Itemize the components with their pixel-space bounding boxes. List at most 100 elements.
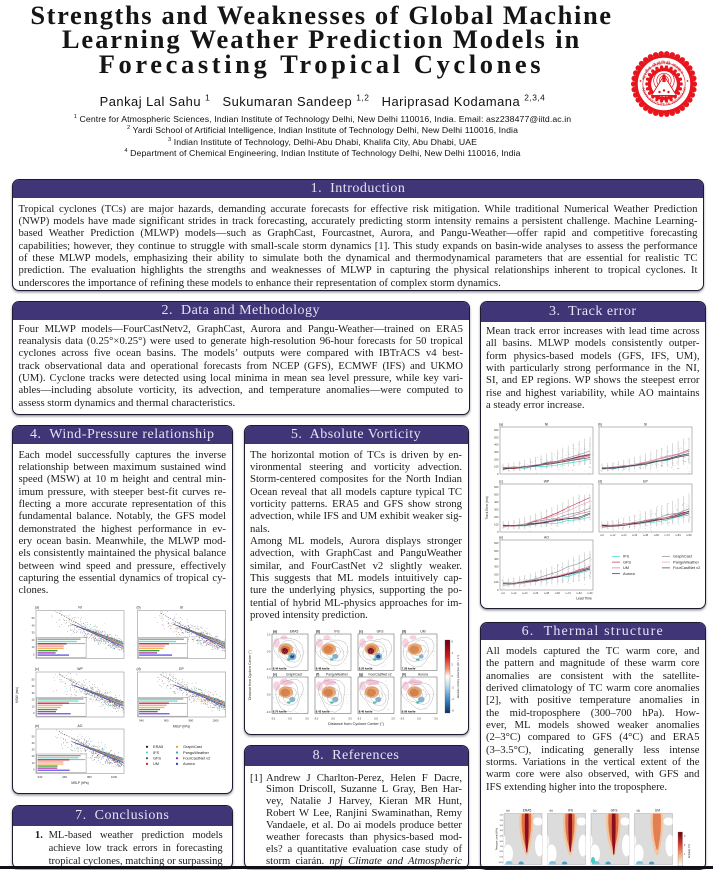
svg-text:(e): (e) — [35, 724, 39, 728]
svg-text:-3.0: -3.0 — [266, 667, 271, 671]
svg-text:t+24: t+24 — [522, 591, 528, 595]
svg-text:UM: UM — [420, 630, 425, 634]
svg-text:40: 40 — [32, 684, 35, 688]
svg-text:0: 0 — [497, 472, 499, 476]
svg-text:1: 1 — [684, 853, 686, 856]
svg-text:(a): (a) — [506, 809, 510, 813]
svg-text:ERA5: ERA5 — [523, 809, 532, 813]
svg-text:0: 0 — [33, 768, 35, 772]
svg-text:400: 400 — [494, 500, 499, 504]
svg-text:Anomaly (°C): Anomaly (°C) — [688, 844, 691, 858]
svg-text:(d): (d) — [598, 480, 602, 484]
svg-text:0: 0 — [33, 653, 35, 657]
svg-text:AO: AO — [544, 536, 549, 540]
svg-text:MSW (m/s): MSW (m/s) — [15, 687, 19, 703]
svg-text:(b): (b) — [550, 809, 554, 813]
svg-text:t+0: t+0 — [600, 533, 604, 537]
svg-text:400: 400 — [494, 443, 499, 447]
svg-text:0.0: 0.0 — [417, 717, 421, 721]
svg-text:300: 300 — [494, 450, 499, 454]
svg-text:40: 40 — [32, 741, 35, 745]
svg-text:IFS: IFS — [153, 750, 159, 755]
svg-text:8.43 km/hr: 8.43 km/hr — [316, 710, 331, 714]
svg-text:500: 500 — [500, 836, 504, 838]
svg-text:925: 925 — [500, 857, 504, 859]
svg-text:8.40 km/hr: 8.40 km/hr — [359, 710, 374, 714]
svg-text:t+0: t+0 — [501, 591, 505, 595]
svg-text:NI: NI — [78, 606, 81, 610]
svg-text:t+12: t+12 — [511, 591, 517, 595]
svg-text:GFS: GFS — [377, 630, 385, 634]
svg-text:10: 10 — [32, 645, 35, 649]
svg-text:0.0: 0.0 — [267, 650, 271, 654]
svg-text:t+36: t+36 — [632, 533, 638, 537]
svg-text:20: 20 — [32, 698, 35, 702]
svg-text:3.0: 3.0 — [434, 717, 438, 721]
svg-text:UM: UM — [153, 761, 159, 766]
svg-text:300: 300 — [494, 508, 499, 512]
svg-text:WP: WP — [77, 667, 83, 671]
svg-text:t+84: t+84 — [576, 591, 582, 595]
svg-text:ERA5: ERA5 — [153, 744, 163, 749]
svg-text:t+12: t+12 — [610, 533, 616, 537]
svg-text:SI: SI — [644, 423, 647, 427]
svg-text:t+48: t+48 — [643, 533, 649, 537]
svg-text:GraphCast: GraphCast — [673, 554, 693, 559]
svg-text:FourCastNet v2: FourCastNet v2 — [673, 565, 700, 570]
svg-text:8.25 km/hr: 8.25 km/hr — [359, 667, 374, 671]
svg-text:100: 100 — [494, 465, 499, 469]
svg-text:10: 10 — [32, 704, 35, 708]
svg-text:(g): (g) — [359, 673, 363, 677]
svg-text:t+24: t+24 — [621, 533, 627, 537]
svg-text:Aurora: Aurora — [418, 673, 428, 677]
svg-text:10: 10 — [32, 761, 35, 765]
svg-text:600: 600 — [494, 428, 499, 432]
svg-text:0.0: 0.0 — [331, 717, 335, 721]
svg-text:(f): (f) — [316, 673, 319, 677]
svg-text:(a): (a) — [35, 606, 39, 610]
svg-text:-3.0: -3.0 — [357, 717, 362, 721]
svg-text:4: 4 — [452, 651, 454, 655]
svg-text:7.28 km/hr: 7.28 km/hr — [402, 667, 417, 671]
svg-text:6: 6 — [452, 640, 454, 644]
svg-text:GFS: GFS — [153, 756, 161, 761]
svg-text:-4: -4 — [452, 697, 455, 701]
svg-text:(b): (b) — [598, 423, 602, 427]
svg-text:MSLP (hPa): MSLP (hPa) — [71, 781, 88, 785]
svg-text:Aurora: Aurora — [623, 571, 636, 576]
svg-text:20: 20 — [32, 638, 35, 642]
svg-text:30: 30 — [32, 631, 35, 635]
svg-text:1000: 1000 — [499, 862, 504, 864]
svg-text:-6: -6 — [452, 709, 455, 713]
svg-text:Distance from Cyclone Center (: Distance from Cyclone Center (°) — [328, 722, 384, 726]
svg-text:PanguWeather: PanguWeather — [326, 673, 349, 677]
svg-text:(a): (a) — [273, 630, 277, 634]
svg-text:0: 0 — [452, 674, 454, 678]
svg-text:t+84: t+84 — [675, 533, 681, 537]
svg-text:0.0: 0.0 — [374, 717, 378, 721]
svg-text:8.44 km/hr: 8.44 km/hr — [273, 667, 288, 671]
svg-text:MSLP (hPa): MSLP (hPa) — [173, 725, 190, 729]
svg-text:-3.0: -3.0 — [266, 710, 271, 714]
svg-text:300: 300 — [494, 565, 499, 569]
svg-text:0: 0 — [33, 711, 35, 715]
svg-text:UM: UM — [623, 565, 629, 570]
svg-text:3.0: 3.0 — [391, 717, 395, 721]
svg-text:200: 200 — [494, 457, 499, 461]
svg-text:t+36: t+36 — [533, 591, 539, 595]
svg-text:-3.0: -3.0 — [314, 717, 319, 721]
svg-text:0: 0 — [497, 588, 499, 592]
svg-text:3: 3 — [684, 835, 686, 838]
svg-text:(a): (a) — [499, 423, 503, 427]
svg-text:960: 960 — [164, 719, 169, 723]
svg-text:500: 500 — [494, 435, 499, 439]
svg-text:(h): (h) — [402, 673, 406, 677]
svg-text:t+72: t+72 — [566, 591, 572, 595]
svg-text:GFS: GFS — [611, 809, 619, 813]
svg-text:2: 2 — [452, 663, 454, 667]
svg-text:100: 100 — [494, 523, 499, 527]
svg-text:(e): (e) — [499, 536, 503, 540]
svg-text:8.70 km/hr: 8.70 km/hr — [273, 710, 288, 714]
svg-text:Pressure Level (hPa): Pressure Level (hPa) — [496, 828, 499, 851]
svg-text:200: 200 — [500, 815, 504, 817]
